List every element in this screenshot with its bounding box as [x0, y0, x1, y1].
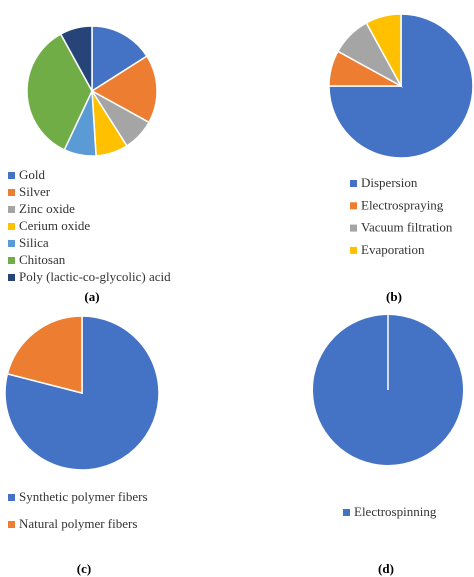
legend-label: Gold — [19, 167, 46, 182]
legend-label: Electrospinning — [354, 504, 437, 519]
legend-label: Silver — [19, 184, 51, 199]
legend-label: Evaporation — [361, 242, 425, 257]
legend-label: Synthetic polymer fibers — [19, 489, 148, 504]
caption: (b) — [386, 289, 402, 304]
legend-swatch — [8, 223, 15, 230]
legend-label: Dispersion — [361, 175, 418, 190]
legend-swatch — [8, 494, 15, 501]
pie-slice — [59, 25, 93, 92]
legend-label: Zinc oxide — [19, 201, 75, 216]
legend-label: Poly (lactic-co-glycolic) acid — [19, 269, 171, 284]
legend-swatch — [343, 509, 350, 516]
legend-label: Vacuum filtration — [361, 220, 453, 235]
legend-swatch — [8, 521, 15, 528]
legend-swatch — [350, 202, 357, 210]
pie-slice — [90, 55, 158, 124]
legend-swatch — [8, 206, 15, 213]
caption: (c) — [77, 561, 91, 576]
caption: (a) — [84, 289, 99, 304]
legend-label: Electrospraying — [361, 197, 444, 212]
pie-slice — [6, 315, 83, 394]
legend-label: Cerium oxide — [19, 218, 90, 233]
legend-label: Natural polymer fibers — [19, 516, 137, 531]
legend-swatch — [8, 240, 15, 247]
legend-swatch — [8, 172, 15, 179]
legend-swatch — [350, 180, 357, 187]
legend-label: Chitosan — [19, 252, 66, 267]
legend-swatch — [8, 257, 15, 264]
legend-label: Silica — [19, 235, 49, 250]
legend-swatch — [8, 274, 15, 281]
pie-slice — [365, 13, 402, 87]
legend-swatch — [350, 246, 357, 254]
pie-slice — [91, 25, 148, 93]
legend-swatch — [350, 224, 357, 232]
legend-swatch — [8, 189, 15, 196]
caption: (d) — [378, 561, 394, 576]
